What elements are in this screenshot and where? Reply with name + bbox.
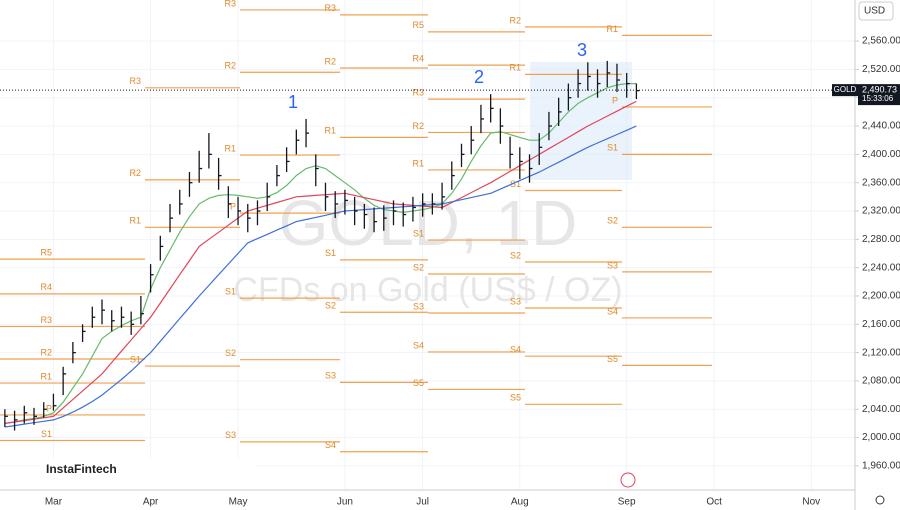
y-tick-label: 2,120.00 [862,347,900,358]
wave-label: 3 [577,40,587,60]
pivot-label: R1 [509,63,521,73]
pivot-label: R2 [509,15,521,25]
pivot-label: R1 [606,24,618,34]
pivot-label: R1 [324,126,336,136]
x-tick-label: May [229,497,248,508]
x-tick-label: Nov [802,497,820,508]
y-tick-label: 2,000.00 [862,432,900,443]
watermark-subtitle: CFDs on Gold (US$ / OZ) [233,271,622,309]
brand-box [40,458,255,490]
y-tick-label: 2,440.00 [862,121,900,132]
y-tick-label: 2,400.00 [862,149,900,160]
pivot-label: R2 [324,56,336,66]
y-tick-label: 2,160.00 [862,319,900,330]
countdown: 15:33:06 [862,94,894,103]
pivot-label: S1 [413,228,424,238]
y-tick-label: 2,080.00 [862,376,900,387]
pivot-label: R3 [129,76,141,86]
pivot-label: S1 [325,248,336,258]
event-icon[interactable] [620,472,636,488]
x-tick-label: Apr [143,497,159,508]
pivot-label: S3 [607,260,618,270]
pivot-label: S2 [225,348,236,358]
pivot-label: R2 [224,61,236,71]
pivot-label: S1 [41,429,52,439]
watermark-title: GOLD, 1D [279,187,578,259]
price-tag [858,84,900,106]
pivot-label: P [612,95,618,105]
pivot-label: S1 [607,143,618,153]
y-tick-label: 2,240.00 [862,262,900,273]
y-tick-label: 2,040.00 [862,404,900,415]
pivot-label: S1 [130,354,141,364]
pivot-label: R3 [40,315,52,325]
pivot-label: R1 [40,371,52,381]
y-tick-label: 2,560.00 [862,36,900,47]
x-tick-label: Oct [706,497,722,508]
pivot-label: R5 [412,20,424,30]
pivot-label: S4 [607,306,618,316]
x-tick-label: Sep [618,497,636,508]
y-tick-label: 2,520.00 [862,64,900,75]
symbol-tag [832,84,858,97]
settings-icon[interactable] [875,495,885,505]
pivot-label: S5 [413,378,424,388]
symbol-label: GOLD [834,85,857,94]
moving-average [4,125,637,428]
volume-profile-area [530,62,632,180]
y-tick-label: 2,200.00 [862,291,900,302]
pivot-label: S4 [510,345,521,355]
pivot-label: R2 [129,168,141,178]
currency[interactable]: USD [864,6,885,17]
pivot-label: R1 [412,158,424,168]
y-tick-label: 1,960.00 [862,461,900,472]
pivot-label: P [46,403,52,413]
pivot-label: R5 [40,248,52,258]
pivot-label: S4 [413,340,424,350]
y-tick-label: 2,360.00 [862,177,900,188]
currency-button[interactable] [858,1,894,21]
y-tick-label: 2,320.00 [862,206,900,217]
pivot-label: R2 [412,121,424,131]
pivot-label: R1 [129,216,141,226]
x-tick-label: Jun [337,497,353,508]
wave-label: 1 [288,92,298,112]
pivot-label: R3 [412,88,424,98]
pivot-label: S5 [607,354,618,364]
pivot-label: S1 [225,286,236,296]
pivot-label: S3 [325,371,336,381]
pivot-label: R4 [40,282,52,292]
brand: InstaFintech [46,462,117,476]
pivot-label: R2 [40,347,52,357]
x-tick-label: Jul [416,497,429,508]
plot: R5 R4 R3 R2 R1 P S1 R3 R2 R1 S1 R3 R2 R1 P S1 S2 S3 R3 R2 R1… [0,0,855,453]
pivot-label: S2 [607,216,618,226]
pivot-label: S4 [325,440,336,450]
x-tick-label: Mar [45,497,63,508]
pivot-label: S3 [413,301,424,311]
x-tick-label: Aug [511,497,529,508]
pivot-label: R3 [324,3,336,13]
moving-average [4,100,637,424]
pivot-label: S2 [325,301,336,311]
y-tick-label: 2,280.00 [862,234,900,245]
price-label: 2,490.73 [862,84,897,94]
grid [0,0,855,490]
pivot-label: R1 [224,143,236,153]
pivot-label: S1 [510,179,521,189]
pivot-label: S3 [225,430,236,440]
pivot-label: R3 [224,0,236,8]
pivot-label: R4 [412,54,424,64]
pivot-label: S5 [510,393,521,403]
pivot-label: S2 [413,262,424,272]
pivot-label: S2 [510,250,521,260]
moving-average [4,83,637,424]
pivot-label: P [230,202,236,212]
pivot-label: S3 [510,296,521,306]
wave-label: 2 [474,67,484,87]
